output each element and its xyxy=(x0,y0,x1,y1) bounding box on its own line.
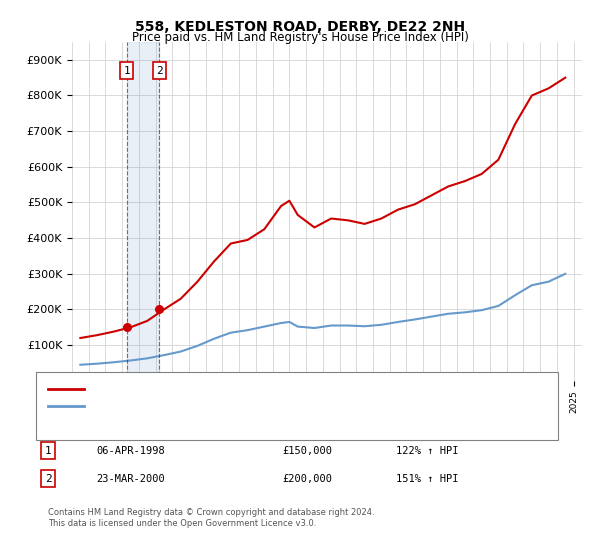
Point xyxy=(155,305,164,314)
Text: 2: 2 xyxy=(44,474,52,484)
Text: 558, KEDLESTON ROAD, DERBY, DE22 2NH (detached house): 558, KEDLESTON ROAD, DERBY, DE22 2NH (de… xyxy=(93,384,404,394)
Text: 23-MAR-2000: 23-MAR-2000 xyxy=(96,474,165,484)
Text: 558, KEDLESTON ROAD, DERBY, DE22 2NH: 558, KEDLESTON ROAD, DERBY, DE22 2NH xyxy=(135,20,465,34)
Text: 06-APR-1998: 06-APR-1998 xyxy=(96,446,165,456)
Bar xyxy=(127,42,160,381)
Point xyxy=(122,323,131,332)
Text: HPI: Average price, detached house, City of Derby: HPI: Average price, detached house, City… xyxy=(93,401,381,411)
Text: £150,000: £150,000 xyxy=(282,446,332,456)
Text: This data is licensed under the Open Government Licence v3.0.: This data is licensed under the Open Gov… xyxy=(48,519,316,528)
Text: 1: 1 xyxy=(44,446,52,456)
Text: 2: 2 xyxy=(156,66,163,76)
Text: 1: 1 xyxy=(124,66,130,76)
Text: 151% ↑ HPI: 151% ↑ HPI xyxy=(396,474,458,484)
Text: Contains HM Land Registry data © Crown copyright and database right 2024.: Contains HM Land Registry data © Crown c… xyxy=(48,508,374,517)
Text: Price paid vs. HM Land Registry's House Price Index (HPI): Price paid vs. HM Land Registry's House … xyxy=(131,31,469,44)
Text: £200,000: £200,000 xyxy=(282,474,332,484)
Text: 122% ↑ HPI: 122% ↑ HPI xyxy=(396,446,458,456)
